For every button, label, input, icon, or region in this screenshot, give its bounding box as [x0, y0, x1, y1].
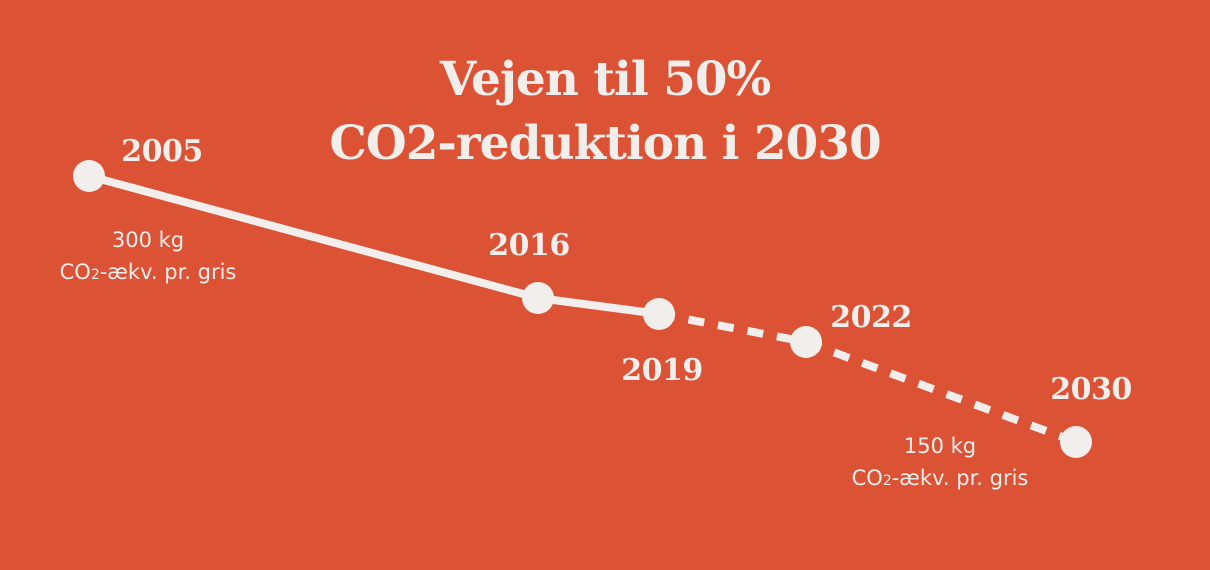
end-value-amount: 150 kg — [903, 434, 977, 458]
chart-title-line-2: CO2-reduktion i 2030 — [329, 116, 881, 171]
start-value-annotation: 300 kg CO2-ækv. pr. gris — [50, 224, 246, 291]
data-point-2022 — [790, 326, 822, 358]
chart-year-labels: 2005 2016 2019 2022 2030 — [121, 134, 1132, 407]
line-segment-2005-2016 — [87, 172, 540, 302]
start-value-amount: 300 kg — [111, 228, 185, 252]
line-segment-2016-2019 — [537, 294, 660, 318]
year-label-2022: 2022 — [830, 300, 912, 335]
year-label-2019: 2019 — [621, 353, 703, 388]
year-label-2005: 2005 — [121, 134, 203, 169]
data-point-2030 — [1060, 426, 1092, 458]
chart-title: Vejen til 50% CO2-reduktion i 2030 — [0, 48, 1210, 176]
line-segment-2019-2022 — [658, 310, 807, 346]
data-point-2005 — [73, 160, 105, 192]
chart-segments — [87, 172, 1078, 446]
end-value-unit: CO2-ækv. pr. gris — [851, 466, 1029, 490]
end-value-annotation: 150 kg CO2-ækv. pr. gris — [842, 430, 1038, 497]
year-label-2016: 2016 — [488, 228, 570, 263]
chart-markers — [73, 160, 1092, 458]
line-segment-2022-2030 — [804, 338, 1078, 446]
data-point-2016 — [522, 282, 554, 314]
start-value-unit: CO2-ækv. pr. gris — [59, 260, 237, 284]
year-label-2030: 2030 — [1050, 372, 1132, 407]
data-point-2019 — [643, 298, 675, 330]
chart-title-line-1: Vejen til 50% — [439, 52, 771, 107]
